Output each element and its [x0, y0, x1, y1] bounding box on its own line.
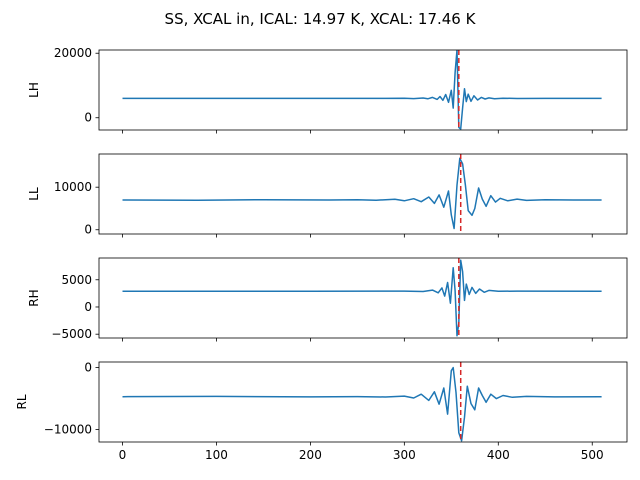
y-tick-label: 0 [84, 223, 92, 237]
y-tick-label: −10000 [44, 423, 92, 437]
x-tick-label: 300 [393, 448, 416, 462]
y-axis-label: LH [27, 82, 41, 98]
axes-frame [98, 361, 628, 443]
y-tick-label: 5000 [61, 273, 92, 287]
x-tick-label: 100 [205, 448, 228, 462]
axes-frame [98, 49, 628, 131]
y-tick-label: −5000 [51, 327, 92, 341]
axes-frame [98, 153, 628, 235]
data-line-rh [122, 259, 602, 337]
axes-frame [98, 257, 628, 339]
subplot-rl: 0 100 200 300 400 500 −10000 0 RL [15, 361, 628, 462]
y-tick-label: 20000 [54, 46, 92, 60]
data-line-ll [122, 157, 602, 230]
data-line-rl [122, 366, 602, 442]
x-tick-label: 200 [299, 448, 322, 462]
subplot-rh: −5000 0 5000 RH [27, 257, 628, 342]
y-axis-label: RH [27, 289, 41, 306]
y-tick-label: 10000 [54, 180, 92, 194]
y-axis-label: LL [27, 187, 41, 201]
y-tick-label: 0 [84, 111, 92, 125]
y-tick-label: 0 [84, 300, 92, 314]
subplot-ll: 0 10000 LL [27, 153, 628, 238]
x-tick-label: 400 [487, 448, 510, 462]
y-axis-label: RL [15, 394, 29, 409]
data-line-lh [122, 50, 602, 130]
x-tick-label: 500 [581, 448, 604, 462]
x-tick-label: 0 [119, 448, 127, 462]
figure-title: SS, XCAL in, ICAL: 14.97 K, XCAL: 17.46 … [165, 10, 477, 28]
subplot-lh: 0 20000 LH [27, 46, 628, 134]
y-tick-label: 0 [84, 361, 92, 375]
